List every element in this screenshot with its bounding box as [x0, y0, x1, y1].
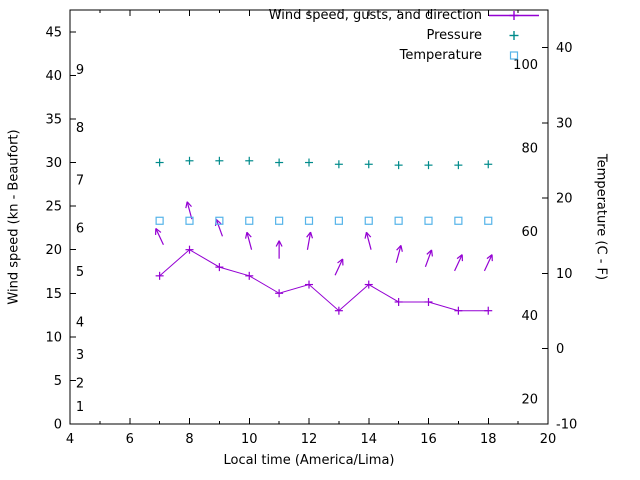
svg-text:14: 14	[360, 432, 377, 447]
svg-text:20: 20	[45, 243, 62, 258]
svg-text:20: 20	[521, 392, 538, 407]
x-axis-title: Local time (America/Lima)	[223, 453, 395, 468]
svg-text:16: 16	[420, 432, 437, 447]
svg-text:10: 10	[45, 330, 62, 345]
svg-text:-10: -10	[556, 418, 577, 433]
svg-text:15: 15	[45, 287, 62, 302]
temperature-square-icon	[488, 49, 540, 62]
svg-text:10: 10	[556, 267, 573, 282]
svg-text:0: 0	[556, 342, 564, 357]
svg-text:40: 40	[45, 69, 62, 84]
svg-text:45: 45	[45, 25, 62, 40]
svg-text:6: 6	[76, 221, 84, 236]
svg-text:6: 6	[126, 432, 134, 447]
legend-label-temperature: Temperature	[399, 47, 482, 63]
pressure-plus-icon	[488, 29, 540, 42]
y-right-axis-title: Temperature (C - F)	[593, 153, 609, 281]
series-wind-speed	[155, 245, 493, 315]
legend-label-wind: Wind speed, gusts, and direction	[268, 7, 482, 23]
svg-text:0: 0	[54, 418, 62, 433]
legend-item-temperature: Temperature	[269, 45, 540, 65]
svg-text:18: 18	[480, 432, 497, 447]
right-tick-labels: -10 0 10 20 30 40	[556, 41, 577, 432]
svg-text:5: 5	[76, 265, 84, 280]
svg-text:35: 35	[45, 112, 62, 127]
svg-text:4: 4	[66, 432, 74, 447]
plot-border	[69, 9, 549, 425]
left-tick-labels: 0 5 10 15 20 25 30 35 40 45	[45, 25, 62, 432]
svg-text:20: 20	[556, 192, 573, 207]
svg-text:80: 80	[521, 142, 538, 157]
y-left-axis-title: Wind speed (kn - Beaufort)	[6, 129, 22, 305]
svg-text:8: 8	[185, 432, 193, 447]
x-tick-labels: 4 6 8 10 12 14 16 18 20	[66, 432, 556, 447]
fahrenheit-scale-labels: 20 40 60 80 100	[513, 58, 538, 408]
svg-text:20: 20	[540, 432, 557, 447]
legend-label-pressure: Pressure	[426, 27, 482, 43]
legend-item-wind: Wind speed, gusts, and direction	[269, 5, 540, 25]
svg-text:5: 5	[54, 374, 62, 389]
svg-text:12: 12	[301, 432, 318, 447]
svg-text:1: 1	[76, 400, 84, 415]
beaufort-scale-labels: 1 2 3 4 5 6 7 8 9	[76, 63, 84, 415]
svg-text:60: 60	[521, 225, 538, 240]
svg-text:3: 3	[76, 348, 84, 363]
svg-text:40: 40	[556, 41, 573, 56]
svg-text:25: 25	[45, 200, 62, 215]
axis-ticks	[69, 10, 549, 425]
svg-text:40: 40	[521, 309, 538, 324]
svg-text:10: 10	[241, 432, 258, 447]
svg-text:2: 2	[76, 377, 84, 392]
legend-item-pressure: Pressure	[269, 25, 540, 45]
svg-text:8: 8	[76, 121, 84, 136]
svg-text:4: 4	[76, 316, 84, 331]
svg-text:7: 7	[76, 173, 84, 188]
svg-text:30: 30	[556, 116, 573, 131]
wind-line-plus-icon	[488, 9, 540, 22]
svg-text:30: 30	[45, 156, 62, 171]
svg-text:100: 100	[513, 58, 538, 73]
series-pressure	[155, 156, 493, 170]
series-temperature	[155, 216, 493, 225]
chart-legend: Wind speed, gusts, and direction Pressur…	[269, 5, 540, 65]
series-wind-direction-arrows	[154, 201, 493, 276]
svg-text:9: 9	[76, 63, 84, 78]
